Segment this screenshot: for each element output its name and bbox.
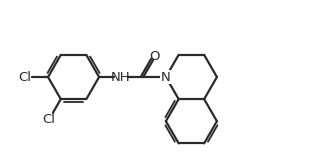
Text: Cl: Cl [42,113,55,126]
Text: Cl: Cl [18,71,31,84]
Text: N: N [161,71,171,84]
Text: NH: NH [111,71,131,84]
Text: O: O [149,50,159,63]
Text: N: N [161,71,171,84]
